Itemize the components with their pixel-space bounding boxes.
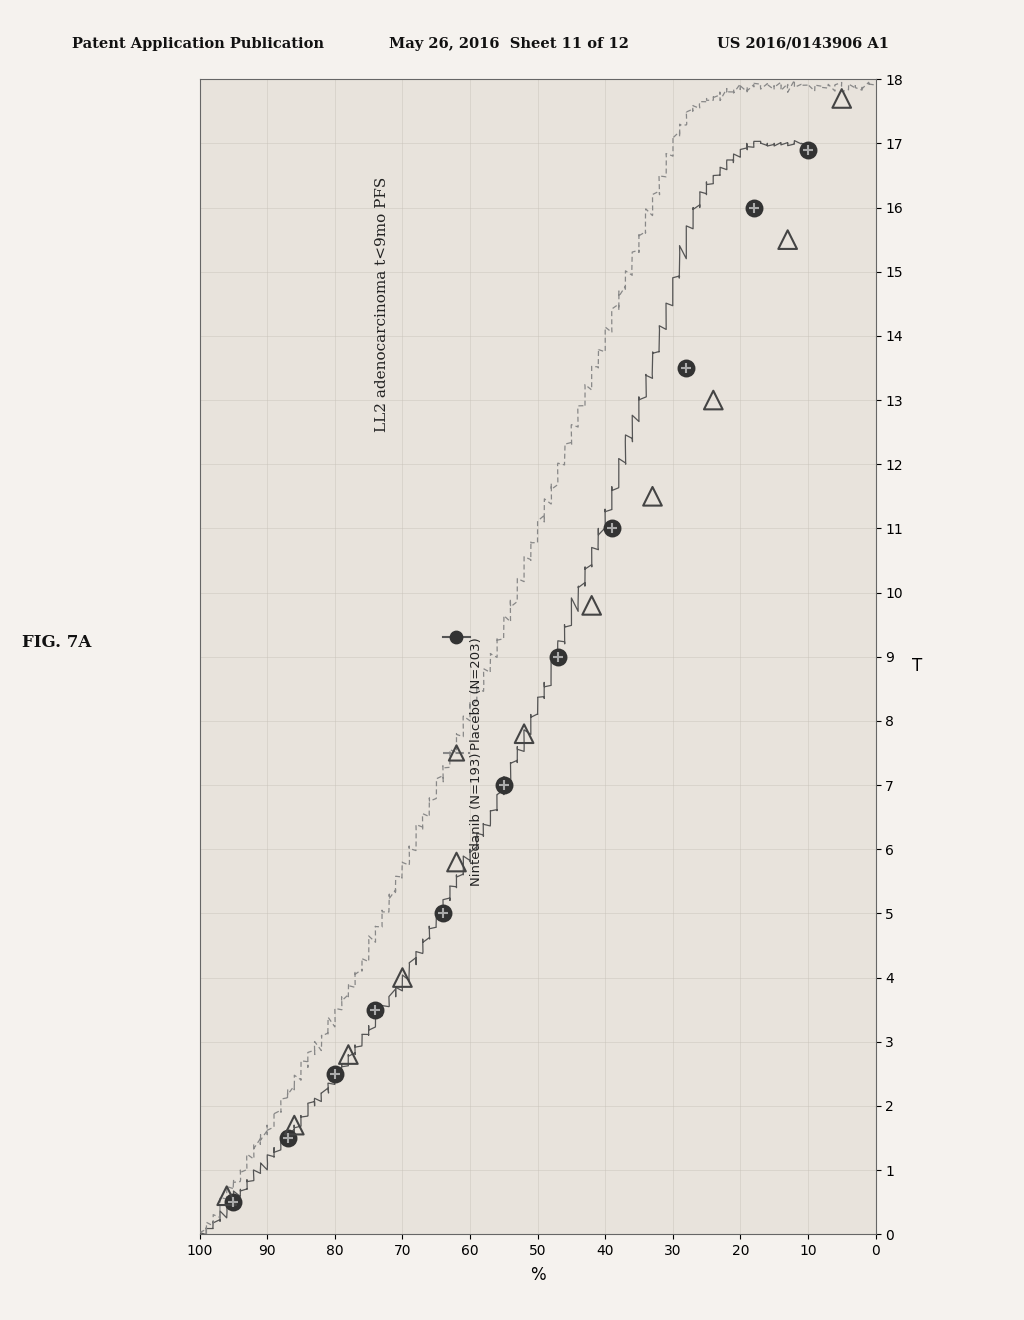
- Point: [584, 595, 600, 616]
- Point: [800, 139, 816, 160]
- Text: US 2016/0143906 A1: US 2016/0143906 A1: [717, 37, 889, 50]
- Point: [340, 1044, 356, 1065]
- X-axis label: %: %: [529, 1266, 546, 1284]
- Text: LL2 adenocarcinoma t<9mo PFS: LL2 adenocarcinoma t<9mo PFS: [375, 177, 389, 432]
- Text: May 26, 2016  Sheet 11 of 12: May 26, 2016 Sheet 11 of 12: [389, 37, 629, 50]
- Point: [834, 88, 850, 110]
- Point: [800, 139, 816, 160]
- Point: [218, 1185, 234, 1206]
- Point: [644, 486, 660, 507]
- Point: [435, 903, 452, 924]
- Point: [280, 1127, 296, 1148]
- Point: [678, 358, 694, 379]
- Text: Nintedanib (N=193): Nintedanib (N=193): [470, 752, 483, 887]
- Point: [280, 1127, 296, 1148]
- Point: [449, 742, 465, 763]
- Point: [604, 517, 621, 539]
- Point: [550, 647, 566, 668]
- Text: Patent Application Publication: Patent Application Publication: [72, 37, 324, 50]
- Point: [516, 723, 532, 744]
- Point: [779, 230, 796, 251]
- Point: [678, 358, 694, 379]
- Point: [225, 1192, 242, 1213]
- Point: [604, 517, 621, 539]
- Point: [286, 1114, 302, 1135]
- Point: [745, 197, 762, 218]
- Point: [368, 999, 384, 1020]
- Point: [225, 1192, 242, 1213]
- Point: [435, 903, 452, 924]
- Point: [706, 389, 722, 411]
- Point: [327, 1063, 343, 1084]
- Point: [550, 647, 566, 668]
- Point: [449, 851, 465, 873]
- Point: [496, 775, 512, 796]
- Point: [449, 627, 465, 648]
- Point: [327, 1063, 343, 1084]
- Point: [496, 775, 512, 796]
- Point: [368, 999, 384, 1020]
- Y-axis label: T: T: [911, 657, 922, 675]
- Text: FIG. 7A: FIG. 7A: [22, 634, 91, 651]
- Text: Placebo (N=203): Placebo (N=203): [470, 638, 483, 750]
- Point: [394, 968, 411, 989]
- Point: [745, 197, 762, 218]
